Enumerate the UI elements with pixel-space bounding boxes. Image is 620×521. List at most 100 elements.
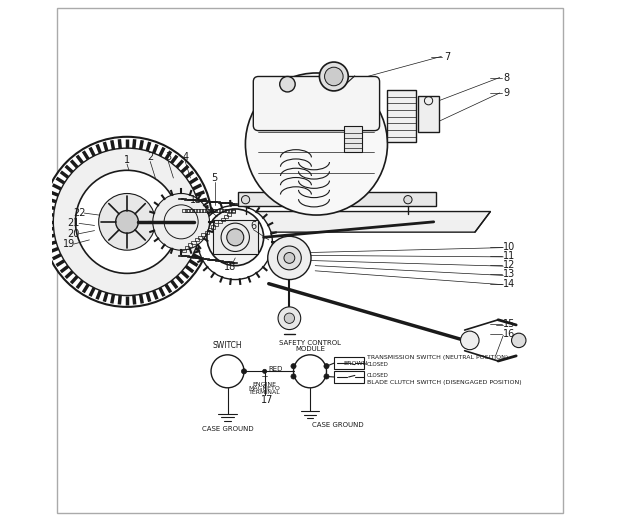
- Text: 19: 19: [63, 239, 75, 249]
- Text: 21: 21: [68, 218, 80, 228]
- Bar: [213, 209, 218, 212]
- Bar: [259, 82, 374, 126]
- Text: BLADE CLUTCH SWITCH (DISENGAGED POSITION): BLADE CLUTCH SWITCH (DISENGAGED POSITION…: [366, 380, 521, 385]
- Circle shape: [284, 313, 294, 324]
- Text: 18: 18: [224, 262, 236, 271]
- Circle shape: [76, 170, 179, 274]
- Text: BROWN: BROWN: [343, 361, 368, 366]
- Bar: [190, 209, 195, 212]
- Bar: [205, 209, 209, 212]
- Bar: [418, 95, 439, 132]
- Bar: [198, 236, 202, 239]
- Circle shape: [280, 77, 295, 92]
- Bar: [195, 238, 199, 241]
- Bar: [211, 226, 215, 229]
- Circle shape: [268, 237, 311, 280]
- Circle shape: [53, 148, 201, 295]
- Circle shape: [42, 137, 212, 307]
- Bar: [192, 241, 195, 244]
- Text: 7: 7: [444, 52, 450, 62]
- Bar: [225, 209, 229, 212]
- Bar: [238, 192, 436, 206]
- Circle shape: [324, 374, 329, 379]
- Circle shape: [227, 229, 244, 246]
- Circle shape: [461, 331, 479, 350]
- Bar: [222, 209, 226, 212]
- Bar: [208, 228, 212, 231]
- Bar: [193, 209, 197, 212]
- Bar: [210, 209, 215, 212]
- Circle shape: [319, 62, 348, 91]
- Circle shape: [278, 246, 301, 270]
- Circle shape: [241, 369, 247, 374]
- Bar: [334, 357, 364, 369]
- Bar: [228, 213, 231, 216]
- Text: 15: 15: [190, 195, 203, 205]
- Bar: [224, 215, 228, 218]
- Circle shape: [263, 369, 267, 374]
- Circle shape: [291, 364, 296, 369]
- Text: 12: 12: [503, 260, 516, 270]
- FancyBboxPatch shape: [254, 77, 379, 131]
- Circle shape: [116, 210, 138, 233]
- Text: 1: 1: [124, 155, 130, 165]
- Text: 11: 11: [503, 251, 516, 261]
- Text: 8: 8: [503, 72, 510, 82]
- Circle shape: [291, 374, 296, 379]
- Text: MODULE: MODULE: [295, 345, 325, 352]
- Circle shape: [512, 333, 526, 348]
- Text: MAGNETO: MAGNETO: [249, 386, 281, 391]
- Circle shape: [207, 209, 264, 266]
- Circle shape: [324, 364, 329, 369]
- Text: 2: 2: [147, 153, 153, 163]
- Circle shape: [246, 73, 388, 215]
- Circle shape: [284, 253, 294, 263]
- Bar: [216, 209, 220, 212]
- Bar: [196, 209, 200, 212]
- Text: SAFETY CONTROL: SAFETY CONTROL: [279, 341, 341, 346]
- Text: 13: 13: [503, 269, 516, 279]
- Text: 5: 5: [211, 173, 218, 183]
- Text: ENGINE: ENGINE: [252, 382, 277, 387]
- Polygon shape: [186, 212, 490, 232]
- Bar: [202, 233, 205, 237]
- Text: CLOSED: CLOSED: [366, 362, 389, 367]
- Text: 10: 10: [503, 242, 516, 252]
- Bar: [228, 209, 232, 212]
- Circle shape: [198, 205, 272, 280]
- Bar: [343, 127, 362, 152]
- Bar: [218, 220, 222, 224]
- Bar: [208, 209, 211, 212]
- Bar: [231, 209, 235, 212]
- Circle shape: [404, 195, 412, 204]
- Bar: [187, 209, 192, 212]
- Text: CASE GROUND: CASE GROUND: [312, 423, 364, 428]
- Bar: [219, 209, 223, 212]
- Bar: [188, 243, 192, 246]
- Text: 4: 4: [182, 153, 188, 163]
- Circle shape: [241, 195, 250, 204]
- Text: TRANSMISSION SWITCH (NEUTRAL POSITION): TRANSMISSION SWITCH (NEUTRAL POSITION): [366, 355, 508, 361]
- Bar: [185, 209, 188, 212]
- Bar: [202, 209, 206, 212]
- Circle shape: [99, 193, 156, 250]
- Text: CLOSED: CLOSED: [366, 374, 389, 378]
- Circle shape: [324, 67, 343, 86]
- Bar: [185, 246, 189, 249]
- Circle shape: [153, 193, 210, 250]
- Text: 14: 14: [503, 279, 516, 289]
- Text: 16: 16: [503, 329, 516, 339]
- Bar: [231, 210, 235, 213]
- Text: 3: 3: [165, 153, 171, 163]
- Bar: [215, 223, 218, 226]
- Bar: [182, 209, 186, 212]
- Text: 22: 22: [73, 208, 86, 218]
- Bar: [205, 231, 208, 234]
- Circle shape: [278, 307, 301, 330]
- Bar: [334, 371, 364, 382]
- Text: SWITCH: SWITCH: [213, 341, 242, 350]
- Bar: [213, 220, 258, 254]
- Bar: [182, 249, 186, 252]
- Text: 15: 15: [503, 319, 516, 329]
- Text: CASE GROUND: CASE GROUND: [202, 426, 254, 431]
